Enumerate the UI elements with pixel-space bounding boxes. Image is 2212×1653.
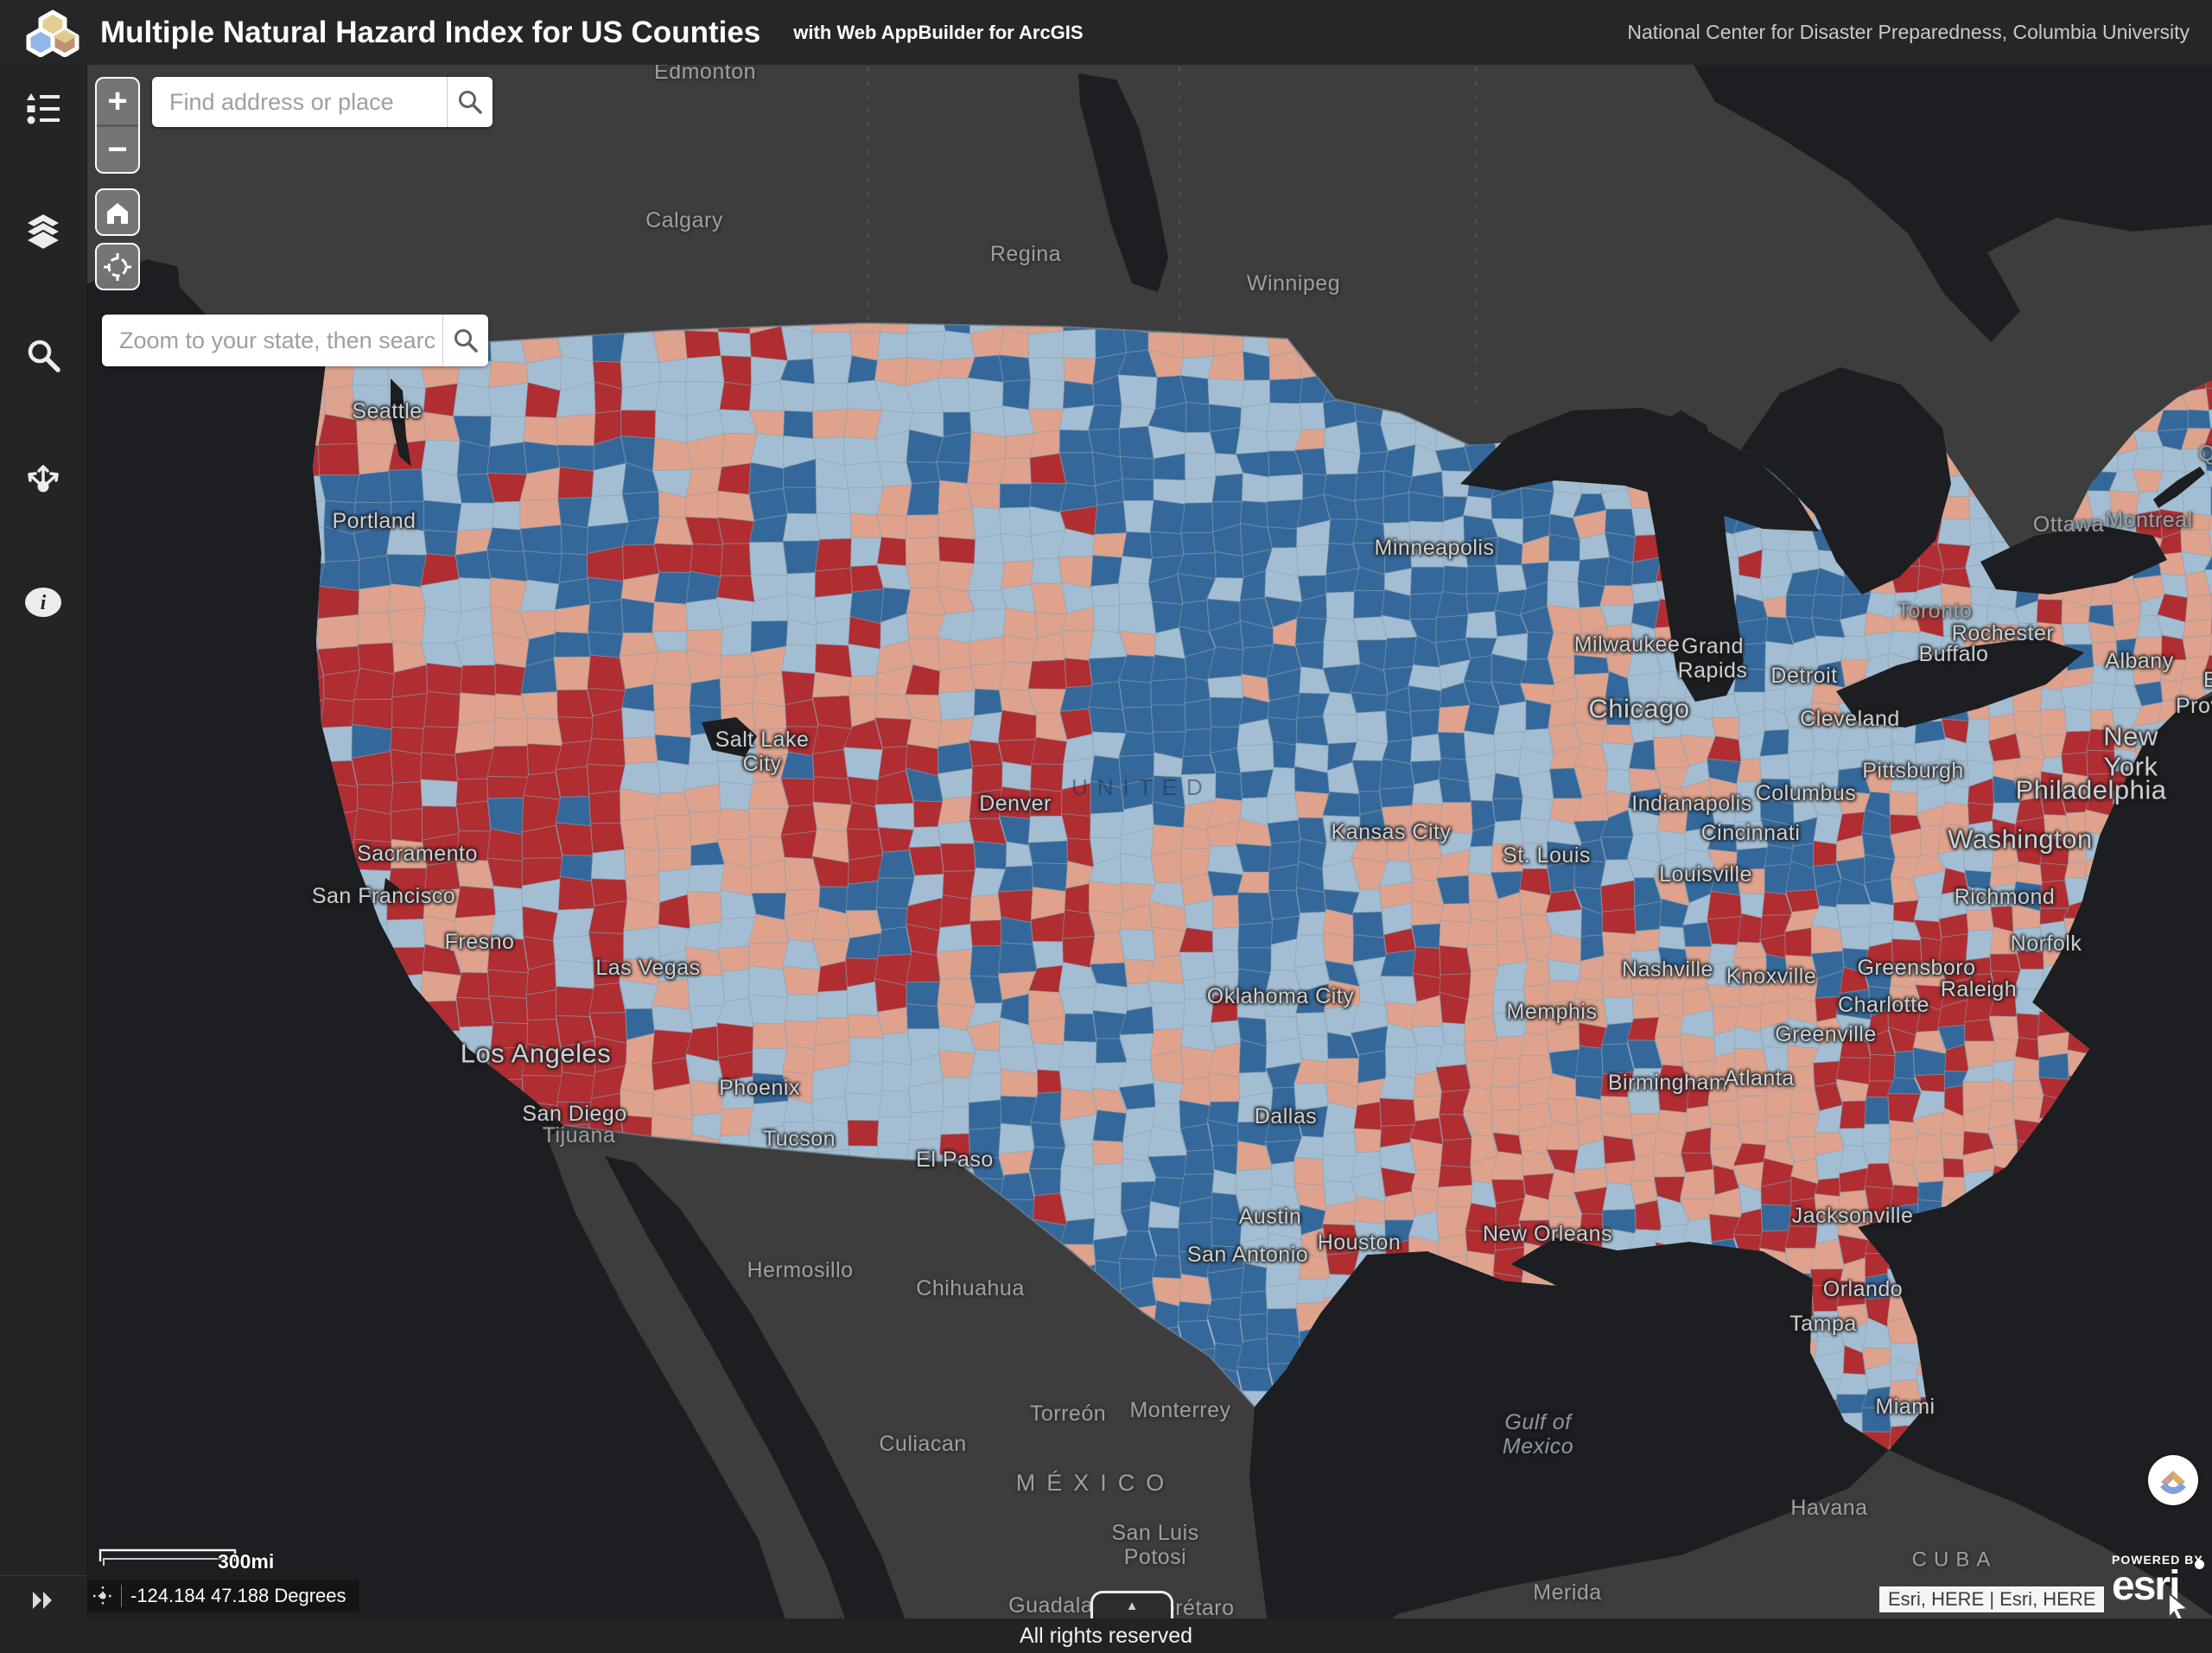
search-state-button[interactable] <box>442 315 488 366</box>
share-icon <box>28 465 59 493</box>
scale-bar <box>98 1548 238 1566</box>
chevron-badge-icon <box>2160 1471 2186 1494</box>
search-address-input[interactable] <box>152 88 447 116</box>
sidebar-search-button[interactable] <box>0 321 86 390</box>
zoom-out-button[interactable]: − <box>97 127 138 173</box>
great-salt-lake <box>702 717 757 757</box>
lake-michigan <box>1643 410 1744 702</box>
gulf-of-california <box>605 1156 906 1618</box>
sidebar: i <box>0 65 87 1618</box>
sidebar-layers-button[interactable] <box>0 197 86 266</box>
yucatan-peninsula <box>1441 1576 1694 1618</box>
coordinates-value: -124.184 47.188 Degrees <box>130 1585 346 1606</box>
zoom-control-divider <box>97 124 138 127</box>
svg-text:i: i <box>41 592 47 614</box>
home-button[interactable] <box>95 188 140 236</box>
lake-huron <box>1741 367 1951 594</box>
puget-sound <box>391 378 411 467</box>
attribute-panel-tab[interactable]: ▲ <box>1090 1591 1173 1618</box>
search-icon <box>28 340 60 372</box>
us-border-outline <box>326 321 1470 1408</box>
hudson-bay <box>1694 65 2212 342</box>
sidebar-divider <box>0 1575 86 1576</box>
locate-icon <box>104 252 131 281</box>
search-address-box <box>152 77 493 127</box>
atlantic-ocean <box>1858 696 2212 1616</box>
lake-winnipeg <box>1078 73 1168 292</box>
lake-erie <box>1836 638 2084 728</box>
pacific-ocean <box>86 259 842 1618</box>
search-icon <box>454 329 478 353</box>
sidebar-expand-button[interactable] <box>0 1582 86 1618</box>
info-icon: i <box>25 588 61 617</box>
header-organization: National Center for Disaster Preparednes… <box>1627 21 2190 43</box>
chevron-up-icon: ▲ <box>1125 1599 1139 1613</box>
zoom-in-button[interactable]: + <box>97 79 138 124</box>
page-title: Multiple Natural Hazard Index for US Cou… <box>100 15 761 49</box>
st-lawrence-river <box>2153 467 2205 508</box>
crosshair-icon <box>93 1586 112 1605</box>
map-attribution: Esri, HERE | Esri, HERE <box>1879 1586 2105 1612</box>
coordinates-divider <box>121 1585 122 1607</box>
esri-logo-dot <box>2195 1560 2204 1569</box>
locate-button[interactable] <box>95 243 140 290</box>
map-canvas[interactable] <box>86 65 2212 1618</box>
sidebar-legend-button[interactable] <box>0 74 86 143</box>
cuba-island <box>1763 1528 2101 1604</box>
scale-label: 300mi <box>218 1550 275 1573</box>
legend-icon <box>27 93 60 124</box>
search-icon <box>459 91 482 114</box>
lake-superior <box>1460 408 1819 531</box>
app-logo-icon <box>26 10 79 57</box>
lake-ontario <box>1980 525 2167 594</box>
app-header: Multiple Natural Hazard Index for US Cou… <box>0 0 2212 65</box>
layers-icon <box>23 212 63 251</box>
zoom-control: + − <box>95 77 140 174</box>
footer-text: All rights reserved <box>1019 1623 1193 1648</box>
sidebar-share-button[interactable] <box>0 443 86 512</box>
home-icon <box>107 202 128 224</box>
san-francisco-bay <box>384 878 399 902</box>
double-chevron-right-icon <box>33 1592 52 1609</box>
search-state-input[interactable] <box>102 327 442 354</box>
sidebar-info-button[interactable]: i <box>0 568 86 637</box>
gulf-of-mexico <box>1249 1237 1889 1618</box>
powered-by-label: POWERED BY <box>2112 1553 2203 1567</box>
app-subtitle: with Web AppBuilder for ArcGIS <box>793 21 1084 43</box>
baja-peninsula <box>548 1125 841 1618</box>
coordinates-widget: -124.184 47.188 Degrees <box>88 1580 359 1612</box>
footer: All rights reserved <box>0 1618 2212 1653</box>
map-widget-badge-button[interactable] <box>2148 1455 2198 1505</box>
search-address-button[interactable] <box>447 77 493 127</box>
search-state-box <box>102 315 488 366</box>
